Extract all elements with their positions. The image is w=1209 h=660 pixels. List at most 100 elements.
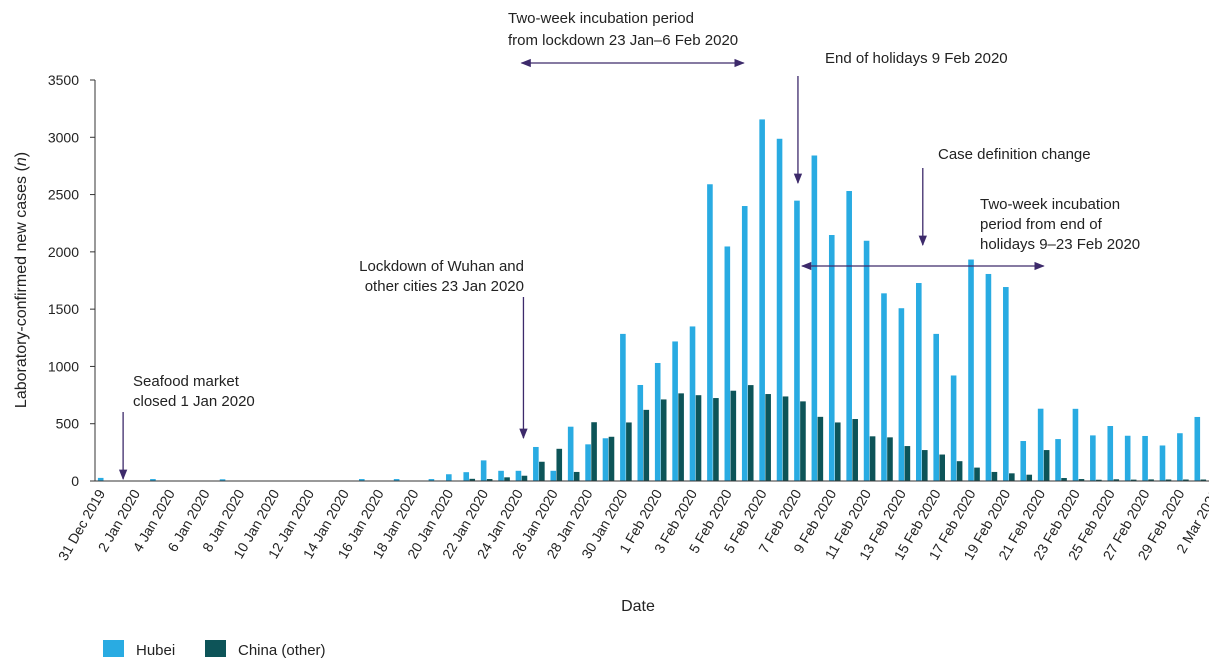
bar-china-other [1009, 473, 1015, 481]
bar-hubei [794, 200, 800, 481]
annotation-text: End of holidays 9 Feb 2020 [825, 50, 1008, 67]
annotation-text: from lockdown 23 Jan–6 Feb 2020 [508, 32, 738, 49]
bar-china-other [800, 401, 806, 481]
legend-label: China (other) [238, 642, 326, 659]
bar-hubei [933, 333, 940, 481]
bar-hubei [672, 341, 678, 481]
bar-china-other [660, 399, 667, 481]
bar-china-other [1026, 474, 1033, 481]
bar-hubei [707, 184, 713, 481]
bar-hubei [881, 293, 887, 481]
y-axis-title: Laboratory-confirmed new cases (n) [13, 152, 30, 408]
bar-china-other [1043, 450, 1050, 481]
bar-hubei [741, 206, 748, 481]
bar-hubei [358, 479, 365, 481]
bar-hubei [985, 273, 992, 481]
bar-china-other [834, 422, 841, 481]
annotations: Seafood market closed 1 Jan 2020 Lockdown … [118, 10, 1140, 481]
y-tick-label: 2500 [48, 187, 79, 203]
bar-hubei [654, 362, 661, 481]
bar-china-other [939, 454, 946, 481]
bar-hubei [776, 138, 783, 481]
bar-china-other [626, 422, 632, 481]
bar-hubei [1159, 445, 1166, 481]
x-axis-title: Date [621, 598, 655, 615]
bar-china-other [1130, 479, 1137, 481]
legend-swatch [103, 640, 124, 657]
bar-china-other [608, 436, 615, 481]
legend-label: Hubei [136, 642, 175, 659]
annotation-text: Two-week incubation [980, 196, 1120, 213]
bar-hubei [585, 444, 591, 481]
legend: Hubei China (other) [103, 640, 326, 659]
bar-hubei [533, 446, 539, 481]
bar-china-other [1061, 478, 1067, 481]
bar-china-other [504, 477, 510, 481]
bar-hubei [463, 472, 470, 481]
annotation-text: Two-week incubation period [508, 10, 694, 27]
bar-china-other [469, 478, 476, 481]
bar-hubei [567, 426, 574, 481]
bar-china-other [695, 395, 702, 481]
y-tick-label: 2000 [48, 244, 79, 260]
bar-china-other [817, 416, 824, 481]
bar-china-other [921, 450, 928, 481]
bar-hubei [1194, 416, 1201, 481]
bar-china-other [486, 479, 493, 481]
x-tick-label: 31 Dec 2019 [55, 486, 109, 563]
bar-hubei [515, 470, 522, 481]
bar-hubei [828, 235, 835, 481]
bar-china-other [539, 461, 545, 481]
y-tick-label: 1500 [48, 301, 79, 317]
bar-hubei [968, 259, 974, 481]
bar-china-other [1183, 479, 1189, 481]
bar-hubei [898, 308, 905, 481]
bar-hubei [1055, 439, 1061, 481]
bar-hubei [480, 460, 487, 481]
bar-china-other [1113, 479, 1120, 481]
bar-hubei [550, 470, 557, 481]
y-tick-label: 0 [71, 473, 79, 489]
bar-china-other [904, 446, 911, 481]
bar-china-other [782, 396, 789, 481]
bar-hubei [1072, 408, 1079, 481]
bar-hubei [393, 479, 400, 481]
bar-china-other [747, 385, 754, 481]
bar-china-other [730, 390, 737, 481]
bar-china-other [1148, 479, 1154, 481]
bar-hubei [950, 375, 957, 481]
bar-china-other [1165, 479, 1172, 481]
bar-hubei [1090, 435, 1096, 481]
bar-hubei [724, 246, 731, 481]
bar-hubei [1037, 408, 1044, 481]
bar-china-other [573, 471, 580, 481]
bar-china-other [713, 398, 719, 481]
annotation-text: Seafood market [133, 373, 240, 390]
bar-hubei [428, 479, 435, 481]
annotation-text: holidays 9–23 Feb 2020 [980, 236, 1140, 253]
bar-hubei [498, 470, 504, 481]
bar-china-other [974, 467, 980, 481]
bar-hubei [620, 333, 626, 481]
y-tick-label: 500 [56, 416, 80, 432]
bar-hubei [150, 479, 156, 481]
bar-china-other [643, 409, 650, 481]
bar-hubei [863, 240, 870, 481]
bar-china-other [556, 448, 563, 481]
bar-hubei [1020, 441, 1027, 481]
bar-hubei [759, 119, 765, 482]
bar-china-other [1096, 479, 1102, 481]
bar-hubei [446, 474, 452, 481]
y-tick-label: 1000 [48, 358, 79, 374]
bar-hubei [1177, 433, 1183, 481]
bar-china-other [1078, 479, 1085, 481]
bar-hubei [602, 438, 609, 481]
bar-china-other [678, 393, 684, 481]
bar-hubei [846, 191, 852, 481]
bar-hubei [219, 479, 226, 481]
bar-china-other [956, 461, 963, 481]
bar-hubei [1003, 287, 1009, 481]
bar-china-other [852, 419, 858, 481]
